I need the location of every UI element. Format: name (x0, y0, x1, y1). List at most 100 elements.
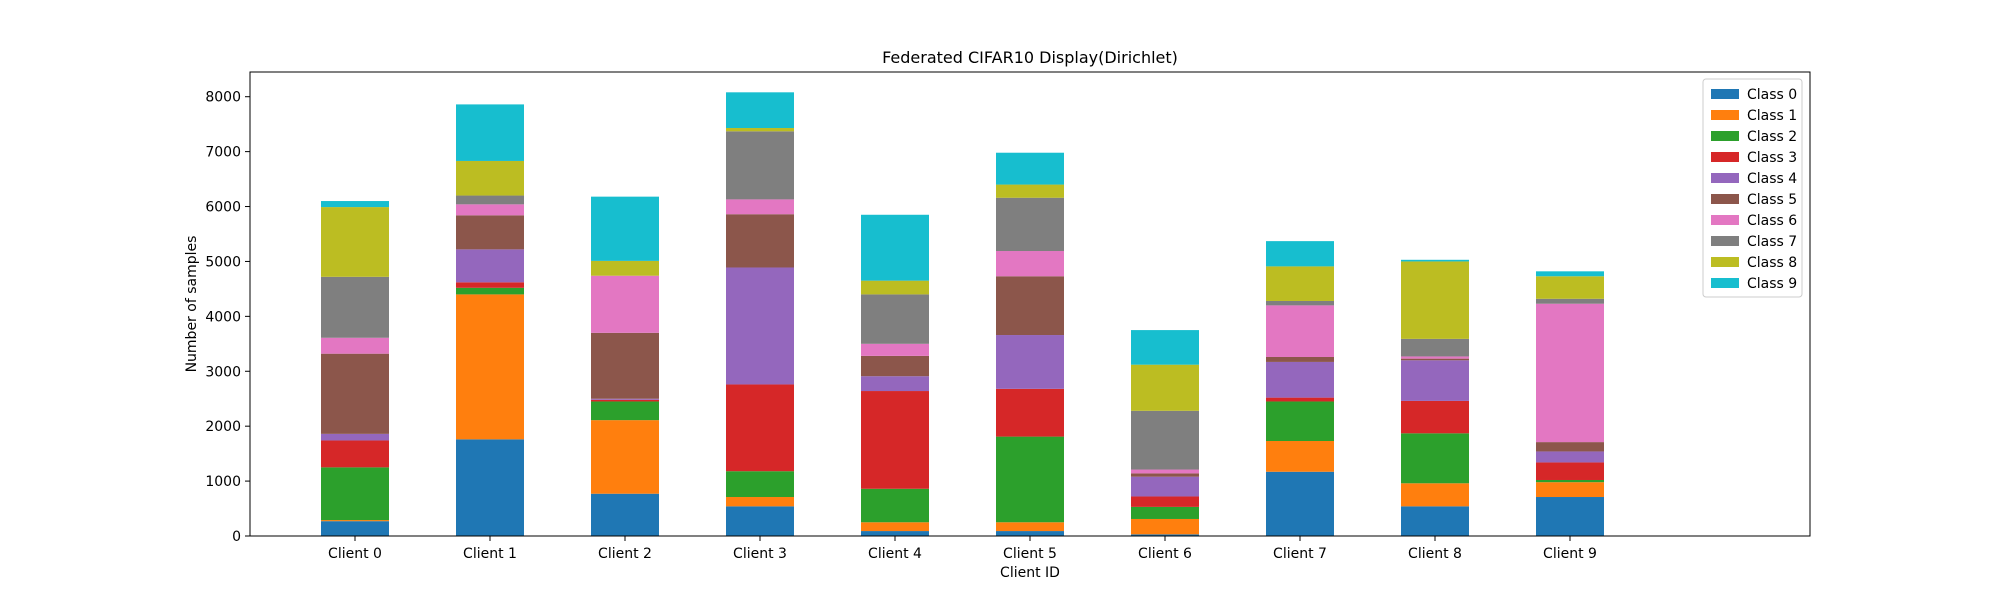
legend-swatch (1711, 89, 1739, 99)
bar-client-1-class-7 (456, 195, 524, 205)
y-tick-label: 3000 (205, 364, 241, 380)
bar-client-5-class-7 (996, 197, 1064, 252)
bar-client-8-class-8 (1401, 261, 1469, 339)
bar-client-6-class-6 (1131, 469, 1199, 474)
bar-client-7-class-1 (1266, 441, 1334, 472)
bar-client-4-class-3 (861, 391, 929, 489)
bar-client-9-class-0 (1536, 497, 1604, 536)
bar-client-8-class-6 (1401, 356, 1469, 359)
bar-client-3-class-2 (726, 471, 794, 498)
bar-client-6-class-0 (1131, 534, 1199, 536)
bar-client-2-class-0 (591, 493, 659, 536)
bar-client-0-class-6 (321, 337, 389, 354)
bar-client-7-class-9 (1266, 241, 1334, 267)
y-tick-label: 2000 (205, 419, 241, 435)
x-tick-label: Client 8 (1408, 546, 1462, 562)
legend-swatch (1711, 110, 1739, 120)
bar-client-6-class-3 (1131, 496, 1199, 507)
x-axis-title: Client ID (1000, 565, 1060, 581)
y-tick-label: 1000 (205, 474, 241, 490)
y-tick-label: 0 (232, 529, 241, 545)
bar-client-6-class-5 (1131, 473, 1199, 477)
bar-client-6-class-7 (1131, 410, 1199, 470)
y-tick-label: 7000 (205, 145, 241, 161)
y-tick-label: 5000 (205, 254, 241, 270)
x-tick-label: Client 7 (1273, 546, 1327, 562)
bar-client-3-class-1 (726, 497, 794, 507)
bar-client-0-class-3 (321, 440, 389, 468)
bar-client-2-class-6 (591, 275, 659, 333)
bar-client-2-class-8 (591, 260, 659, 276)
bar-client-7-class-7 (1266, 300, 1334, 306)
y-tick-label: 8000 (205, 90, 241, 106)
bar-client-4-class-1 (861, 522, 929, 532)
x-tick-label: Client 1 (463, 546, 517, 562)
x-tick-label: Client 3 (733, 546, 787, 562)
bar-client-3-class-3 (726, 384, 794, 472)
bar-client-5-class-6 (996, 251, 1064, 277)
bar-client-4-class-5 (861, 355, 929, 377)
x-tick-label: Client 2 (598, 546, 652, 562)
bar-client-1-class-0 (456, 439, 524, 536)
bar-client-7-class-2 (1266, 401, 1334, 442)
bar-client-1-class-5 (456, 215, 524, 250)
bar-client-9-class-8 (1536, 276, 1604, 299)
bar-client-5-class-9 (996, 152, 1064, 185)
bar-client-9-class-5 (1536, 442, 1604, 452)
legend-label: Class 2 (1747, 129, 1797, 145)
bar-client-2-class-3 (591, 399, 659, 402)
bar-client-5-class-5 (996, 276, 1064, 336)
bar-client-0-class-1 (321, 520, 389, 522)
legend-label: Class 6 (1747, 213, 1797, 229)
legend-swatch (1711, 278, 1739, 288)
bar-client-6-class-2 (1131, 506, 1199, 519)
bar-client-1-class-3 (456, 282, 524, 288)
legend-label: Class 9 (1747, 276, 1797, 292)
legend-swatch (1711, 215, 1739, 225)
bar-client-8-class-0 (1401, 506, 1469, 536)
bar-client-5-class-4 (996, 335, 1064, 389)
y-tick-label: 4000 (205, 309, 241, 325)
bar-client-4-class-8 (861, 280, 929, 295)
bar-client-5-class-0 (996, 531, 1064, 536)
bar-client-0-class-9 (321, 201, 389, 208)
bar-client-5-class-2 (996, 436, 1064, 523)
bar-client-1-class-6 (456, 204, 524, 216)
bar-client-9-class-1 (1536, 482, 1604, 498)
legend-swatch (1711, 236, 1739, 246)
x-tick-label: Client 0 (328, 546, 382, 562)
bar-client-6-class-4 (1131, 476, 1199, 497)
bar-client-2-class-9 (591, 196, 659, 261)
legend-swatch (1711, 173, 1739, 183)
y-axis-title: Number of samples (184, 236, 200, 373)
bar-client-7-class-4 (1266, 361, 1334, 398)
bar-client-4-class-6 (861, 343, 929, 356)
bar-client-9-class-4 (1536, 451, 1604, 463)
legend-label: Class 7 (1747, 234, 1797, 250)
legend-label: Class 4 (1747, 171, 1797, 187)
bar-client-9-class-2 (1536, 479, 1604, 483)
bar-client-8-class-7 (1401, 338, 1469, 357)
x-tick-label: Client 4 (868, 546, 922, 562)
bar-client-8-class-2 (1401, 433, 1469, 484)
bar-client-4-class-2 (861, 488, 929, 523)
chart-title: Federated CIFAR10 Display(Dirichlet) (882, 48, 1178, 67)
legend-label: Class 1 (1747, 108, 1797, 124)
legend-label: Class 3 (1747, 150, 1797, 166)
legend-label: Class 5 (1747, 192, 1797, 208)
bar-client-8-class-9 (1401, 259, 1469, 262)
legend-swatch (1711, 152, 1739, 162)
x-axis: Client 0 Client 1 Client 2 Client 3 Client 4… (328, 536, 1597, 562)
bar-client-7-class-5 (1266, 356, 1334, 362)
bar-client-9-class-6 (1536, 303, 1604, 443)
bar-client-9-class-3 (1536, 462, 1604, 480)
bar-client-1-class-2 (456, 287, 524, 295)
bar-client-9-class-7 (1536, 298, 1604, 304)
legend-swatch (1711, 194, 1739, 204)
bar-client-3-class-8 (726, 128, 794, 132)
bar-client-2-class-5 (591, 332, 659, 399)
bar-client-0-class-8 (321, 207, 389, 277)
bar-client-0-class-0 (321, 521, 389, 536)
